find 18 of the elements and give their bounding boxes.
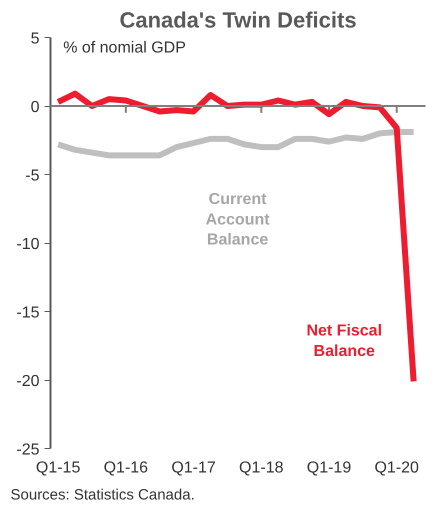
y-tick-label: 5 [30, 30, 40, 48]
text: Current Account Balance [206, 190, 270, 249]
series-label: Net Fiscal Balance [306, 322, 382, 360]
y-axis-title: % of nomial GDP [63, 40, 186, 56]
chart-title: Canada's Twin Deficits [119, 8, 357, 32]
y-tick-label: 0 [30, 99, 40, 116]
x-tick-label: Q1-20 [374, 460, 420, 476]
y-tick-label: -5 [25, 168, 40, 184]
y-tick-label: -10 [16, 236, 40, 253]
x-tick-label: Q1-17 [171, 460, 216, 476]
y-tick-label: -20 [16, 373, 40, 390]
x-tick-label: Q1-16 [104, 460, 148, 476]
y-tick-label: -25 [16, 442, 40, 458]
x-tick-label: Q1-15 [36, 460, 80, 476]
x-tick-label: Q1-19 [306, 460, 352, 476]
source-note: Sources: Statistics Canada. [10, 486, 195, 504]
y-tick-label: -15 [16, 304, 40, 322]
x-tick-label: Q1-18 [239, 460, 284, 476]
